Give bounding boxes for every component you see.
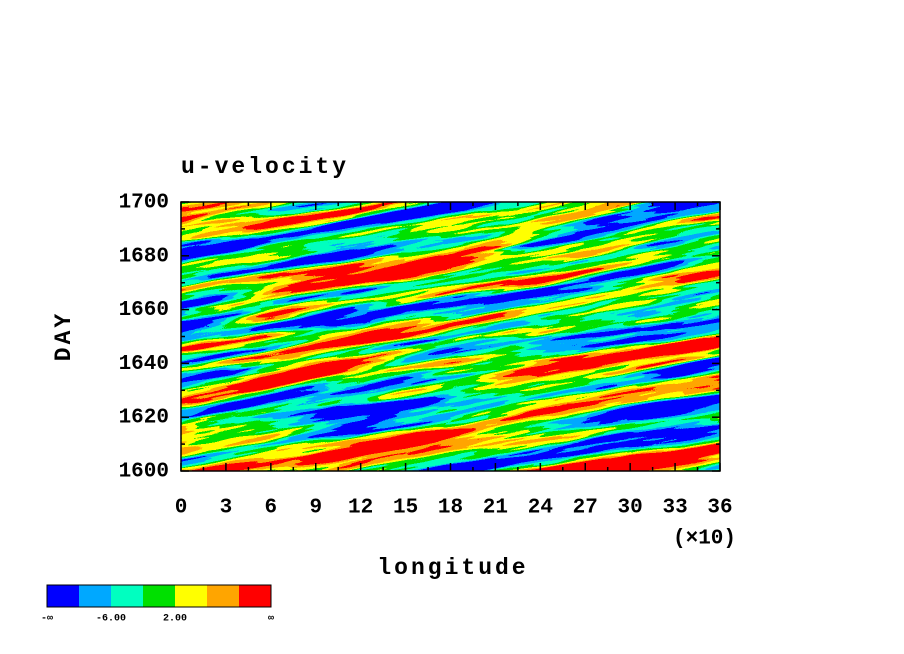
x-tick-label: 15 xyxy=(393,497,418,520)
colorbar-frame xyxy=(46,584,272,608)
colorbar-swatch xyxy=(143,585,175,607)
x-tick-label: 9 xyxy=(309,497,322,520)
y-tick-label: 1620 xyxy=(119,407,169,430)
y-tick-label: 1680 xyxy=(119,245,169,268)
colorbar-label: -6.00 xyxy=(96,614,126,625)
colorbar-swatch xyxy=(239,585,271,607)
colorbar-label: 2.00 xyxy=(163,614,187,625)
x-tick-label: 27 xyxy=(573,497,598,520)
x-tick-label: 33 xyxy=(662,497,687,520)
y-axis-label: DAY xyxy=(51,311,77,361)
colorbar-swatch xyxy=(111,585,143,607)
x-tick-label: 18 xyxy=(438,497,463,520)
y-tick-label: 1660 xyxy=(119,299,169,322)
x-tick-label: 6 xyxy=(265,497,278,520)
colorbar-swatch xyxy=(207,585,239,607)
y-tick-label: 1600 xyxy=(119,461,169,484)
x-axis-label: longitude xyxy=(377,555,528,581)
x-tick-label: 0 xyxy=(175,497,188,520)
x-tick-label: 21 xyxy=(483,497,508,520)
x-tick-label: 30 xyxy=(618,497,643,520)
contour-field xyxy=(181,202,720,471)
x-tick-label: 3 xyxy=(220,497,233,520)
field-texture xyxy=(181,202,720,471)
y-tick-label: 1640 xyxy=(119,353,169,376)
colorbar-label: -∞ xyxy=(41,614,53,625)
x-tick-label: 36 xyxy=(707,497,732,520)
chart-title: u-velocity xyxy=(181,154,349,180)
colorbar-swatch xyxy=(175,585,207,607)
x-tick-label: 12 xyxy=(348,497,373,520)
colorbar-swatch xyxy=(79,585,111,607)
colorbar-swatch xyxy=(47,585,79,607)
x-tick-label: 24 xyxy=(528,497,553,520)
colorbar-label: ∞ xyxy=(268,614,274,625)
x-multiplier: (×10) xyxy=(673,528,736,551)
y-tick-label: 1700 xyxy=(119,192,169,215)
